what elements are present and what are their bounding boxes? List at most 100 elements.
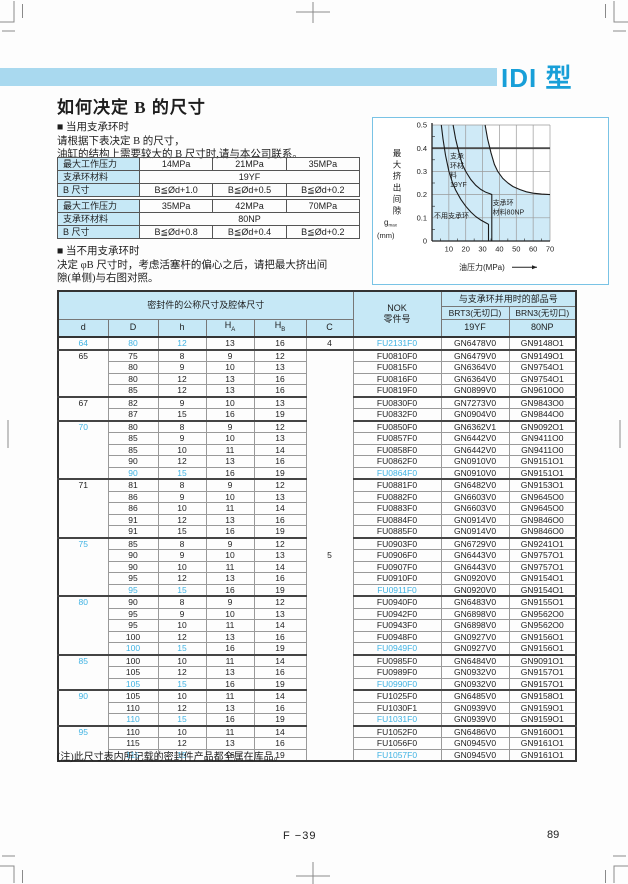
cell-brn3-part: GN9757O1 xyxy=(508,549,577,562)
cell-C: 4 xyxy=(305,336,354,351)
cell-nok-part: FU0903F0 xyxy=(352,536,442,551)
cell-d: 75 xyxy=(57,536,109,597)
cell-h: 15 xyxy=(157,748,207,762)
header-brn3: BRN3(无切口) xyxy=(508,306,577,320)
table-row: 80 9 10 13 FU0815F0 GN6364V0 GN9754O1 xyxy=(58,361,577,374)
cell-h: 10 xyxy=(157,724,207,739)
cell-nok-part: FU1057F0 xyxy=(352,748,442,762)
cell-h: 15 xyxy=(157,677,207,691)
cell-HB: 14 xyxy=(253,560,307,574)
cell-h: 9 xyxy=(157,607,207,621)
cell-nok-part: FU2131F0 xyxy=(352,336,442,351)
cell-HA: 16 xyxy=(205,408,255,422)
cell-HA: 13 xyxy=(205,572,255,585)
cell-d: 85 xyxy=(57,653,109,691)
cell-brn3-part: GN9151O1 xyxy=(508,466,577,480)
cell-brn3-part: GN9844O0 xyxy=(508,408,577,422)
cell-D: 90 xyxy=(107,595,159,609)
cell-HA: 13 xyxy=(205,666,255,679)
value-cell: B≦Ød+0.8 xyxy=(138,225,214,239)
pressure-table-80np: 最大工作压力 35MPa 42MPa 70MPa 支承环材料 80NP B 尺寸 B≦Ød+0… xyxy=(57,199,361,239)
svg-text:支承环: 支承环 xyxy=(493,198,514,207)
cell-HA: 13 xyxy=(205,384,255,398)
cell-brn3-part: GN9754O1 xyxy=(508,361,577,374)
table-row: 110 15 16 19 FU1031F0 GN0939V0 GN9159O1 xyxy=(58,713,577,727)
cell-HA: 9 xyxy=(205,536,255,551)
table-row: 75 85 8 9 12 FU0903F0 GN6729V0 GN9241O1 xyxy=(57,536,577,597)
header-dim-h: h xyxy=(157,318,207,338)
cell-nok-part: FU0906F0 xyxy=(352,549,442,562)
cell-HB: 19 xyxy=(253,677,307,691)
cell-brt3-part: GN6482V0 xyxy=(440,478,510,492)
cell-HA: 16 xyxy=(205,525,255,539)
cell-brn3-part: GN9645O0 xyxy=(508,490,577,504)
cell-brn3-part: GN9241O1 xyxy=(508,536,577,551)
cell-HA: 11 xyxy=(205,502,255,515)
cell-HA: 13 xyxy=(205,701,255,715)
cell-HA: 9 xyxy=(205,595,255,609)
cell-HA: 10 xyxy=(205,490,255,504)
cell-nok-part: FU0910F0 xyxy=(352,572,442,585)
row-label: 支承环材料 xyxy=(57,170,140,184)
cell-HB: 16 xyxy=(253,336,307,351)
cell-brn3-part: GN9846O0 xyxy=(508,513,577,527)
table-row: 105 12 13 16 FU0989F0 GN0932V0 GN9157O1 xyxy=(58,666,577,679)
header-with-backup-ring: 与支承环并用时的部品号 xyxy=(440,290,577,307)
cell-nok-part: FU1030F1 xyxy=(352,701,442,715)
cell-HA: 11 xyxy=(205,443,255,457)
model-type-label: IDI 型 xyxy=(501,63,573,93)
header-brt3: BRT3(无切口) xyxy=(440,306,510,320)
cell-D: 80 xyxy=(107,336,159,351)
cell-D: 95 xyxy=(107,572,159,585)
svg-text:最: 最 xyxy=(393,148,402,158)
cell-brn3-part: GN9843O0 xyxy=(508,395,577,410)
cell-h: 10 xyxy=(157,443,207,457)
row-label: B 尺寸 xyxy=(57,225,140,239)
cell-HB: 12 xyxy=(253,595,307,609)
cell-nok-part: FU0948F0 xyxy=(352,630,442,644)
cell-nok-part: FU1031F0 xyxy=(352,713,442,727)
svg-text:40: 40 xyxy=(495,245,503,254)
value-cell: 80NP xyxy=(139,212,360,226)
pressure-table-row: B 尺寸 B≦Ød+0.8 B≦Ød+0.4 B≦Ød+0.2 xyxy=(57,225,361,239)
svg-text:0.4: 0.4 xyxy=(417,144,427,153)
value-cell: B≦Ød+0.4 xyxy=(212,225,287,239)
extrusion-gap-chart: 0 0.1 0.2 0.3 0.4 0.5 10 20 30 40 50 60 70 不用支承环 支承 环材料… xyxy=(372,117,609,285)
pressure-table-row: 最大工作压力 35MPa 42MPa 70MPa xyxy=(57,199,361,213)
svg-text:0.1: 0.1 xyxy=(417,213,427,222)
svg-text:0.3: 0.3 xyxy=(417,167,427,176)
cell-brt3-part: GN0932V0 xyxy=(440,666,510,679)
svg-text:20: 20 xyxy=(462,245,470,254)
cell-nok-part: FU0989F0 xyxy=(352,666,442,679)
cell-HB: 13 xyxy=(253,432,307,445)
cell-HB: 16 xyxy=(253,384,307,398)
cell-nok-part: FU0819F0 xyxy=(352,384,442,398)
cell-nok-part: FU0907F0 xyxy=(352,560,442,574)
value-cell: B≦Ød+0.2 xyxy=(285,183,361,197)
svg-text:70: 70 xyxy=(546,245,554,254)
table-row: 100 12 13 16 FU0948F0 GN0927V0 GN9156O1 xyxy=(58,630,577,644)
cell-brn3-part: GN9562O0 xyxy=(508,619,577,632)
svg-text:支承: 支承 xyxy=(450,152,464,161)
cell-brt3-part: GN0932V0 xyxy=(440,677,510,691)
cell-HB: 16 xyxy=(253,630,307,644)
cell-nok-part: FU0940F0 xyxy=(352,595,442,609)
cell-brt3-part: GN0914V0 xyxy=(440,513,510,527)
cell-h: 10 xyxy=(157,560,207,574)
cell-HA: 16 xyxy=(205,713,255,727)
cell-brn3-part: GN9159O1 xyxy=(508,701,577,715)
svg-text:gmax: gmax xyxy=(384,218,398,228)
cell-brt3-part: GN6443V0 xyxy=(440,560,510,574)
cell-HB: 14 xyxy=(253,619,307,632)
cell-HA: 9 xyxy=(205,419,255,434)
table-footnote: (注)此尺寸表内所记载的密封件产品都全属在库品。 xyxy=(57,752,284,763)
cell-HA: 11 xyxy=(205,560,255,574)
value-cell: 21MPa xyxy=(212,157,287,171)
table-row: 115 12 13 16 FU1056F0 GN0945V0 GN9161O1 xyxy=(58,737,577,750)
cell-HB: 16 xyxy=(253,455,307,468)
svg-text:不用支承环: 不用支承环 xyxy=(434,211,469,220)
cell-HA: 9 xyxy=(205,348,255,363)
header-seal-dimensions: 密封件的公称尺寸及腔体尺寸 xyxy=(57,290,354,320)
cell-HA: 11 xyxy=(205,653,255,668)
cell-HB: 13 xyxy=(253,607,307,621)
